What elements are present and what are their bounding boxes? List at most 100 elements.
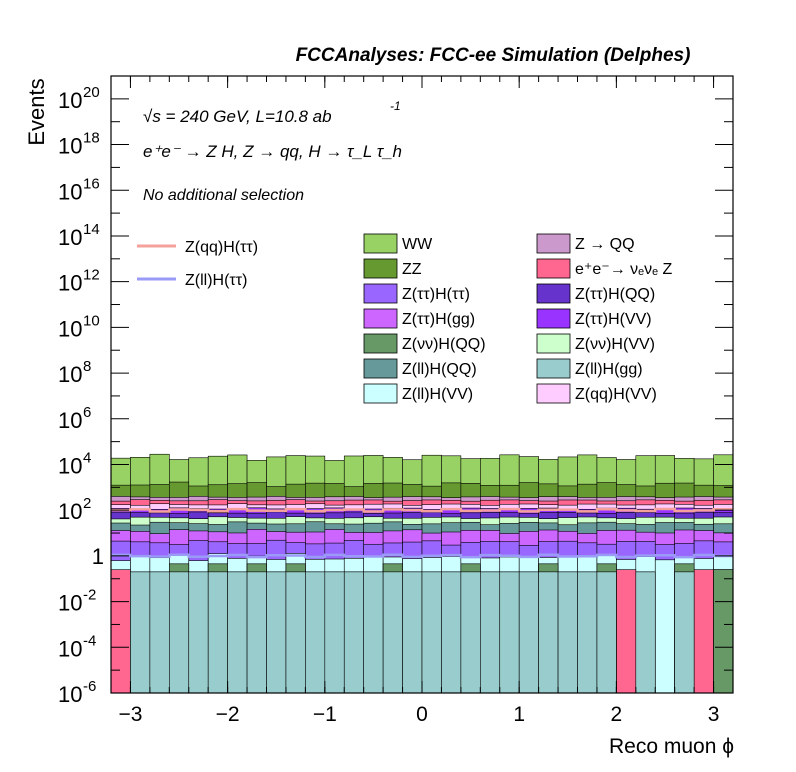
legend-swatch-3 [536, 258, 571, 279]
bar-z-ll-h-gg--bin-2 [149, 571, 170, 694]
y-tick-exponent: 14 [83, 221, 100, 238]
y-tick-exponent: 4 [83, 449, 91, 466]
legend-entry-10: Z(ll)H(QQ) [402, 361, 477, 378]
legend-swatch-5 [536, 283, 571, 304]
legend-swatch-6 [363, 308, 398, 329]
bar-z-ll-h-vv--bin-28 [654, 559, 675, 694]
bar-z-ll-h-gg--bin-10 [305, 571, 326, 694]
bar-z-ll-h-gg--bin-1 [130, 571, 151, 694]
legend-entry-7: Z(ττ)H(VV) [575, 311, 652, 328]
legend-signals: Z(qq)H(ττ) Z(ll)H(ττ) [137, 239, 258, 289]
bar-z-ll-h-gg--bin-21 [518, 571, 539, 694]
y-tick-exponent: 10 [83, 312, 100, 329]
y-tick-label: 10 [58, 179, 82, 204]
bar-z-ll-h-gg--bin-7 [246, 571, 267, 694]
x-tick-label: 3 [708, 703, 720, 726]
legend-swatch-11 [536, 358, 571, 379]
selection-annotation: No additional selection [143, 187, 304, 204]
y-tick-label: 10 [58, 682, 82, 707]
signal-line-1 [111, 553, 733, 559]
bar-z-ll-h-gg--bin-5 [207, 571, 228, 694]
y-tick-label: 10 [58, 88, 82, 113]
y-tick-label: 10 [58, 362, 82, 387]
y-tick-exponent: 8 [83, 358, 91, 375]
y-tick-label: 10 [58, 499, 82, 524]
signal-lines [111, 507, 733, 559]
y-tick-exponent: 12 [83, 267, 100, 284]
bar-z-ll-h-gg--bin-8 [266, 571, 287, 694]
y-tick-label: 10 [58, 408, 82, 433]
legend-swatch-10 [363, 358, 398, 379]
chart-title: FCCAnalyses: FCC-ee Simulation (Delphes) [296, 45, 691, 66]
bar-z-ll-h-gg--bin-22 [538, 571, 559, 694]
axis-ticks [110, 75, 734, 694]
legend-entry-12: Z(ll)H(VV) [402, 386, 473, 403]
y-tick-label: 1 [92, 544, 104, 569]
y-axis-label: Events [24, 78, 49, 145]
legend-entry-3: e⁺e⁻→ νₑνₑ Z [575, 261, 672, 278]
bar-z-ll-h-gg--bin-17 [441, 571, 462, 694]
bar-e-e-z-bin-26 [616, 569, 637, 694]
x-tick-label: 2 [611, 703, 623, 726]
legend-swatch-13 [536, 383, 571, 404]
bar-e-e-z-bin-30 [693, 569, 714, 694]
x-tick-label: 0 [416, 703, 428, 726]
legend-entry-2: ZZ [402, 261, 422, 278]
x-tick-labels: −3 −2 −1 0 1 2 3 [118, 703, 719, 726]
legend-swatch-9 [536, 333, 571, 354]
bar-z-h-qq--bin-31 [713, 569, 734, 694]
legend-swatch-1 [536, 233, 571, 254]
legend-entry-8: Z(νν)H(QQ) [402, 336, 486, 353]
legend-entry-0: WW [402, 236, 433, 253]
y-tick-exponent: 6 [83, 404, 91, 421]
legend-entry-13: Z(qq)H(VV) [575, 386, 657, 403]
y-tick-label: 10 [58, 271, 82, 296]
y-tick-exponent: -6 [83, 678, 96, 695]
signal-line-0 [111, 507, 733, 513]
bar-z-ll-h-gg--bin-15 [402, 571, 423, 694]
bar-z-ll-h-gg--bin-9 [285, 571, 306, 694]
legend-entry-6: Z(ττ)H(gg) [402, 311, 475, 328]
energy-lumi-annotation: √s = 240 GeV, L=10.8 ab -1 [143, 99, 401, 126]
histogram-bars [110, 453, 734, 694]
bar-z-ll-h-gg--bin-13 [363, 571, 384, 694]
legend-label-0: Z(qq)H(ττ) [185, 239, 258, 256]
bar-z-ll-h-gg--bin-29 [674, 571, 695, 694]
bar-z-ll-h-gg--bin-16 [421, 571, 442, 694]
x-tick-label: −2 [216, 703, 240, 726]
y-tick-exponent: 20 [83, 84, 100, 101]
legend-entry-5: Z(ττ)H(QQ) [575, 286, 655, 303]
y-tick-label: 10 [58, 453, 82, 478]
bar-z-ll-h-gg--bin-24 [577, 571, 598, 694]
bar-z-ll-h-gg--bin-18 [460, 571, 481, 694]
y-tick-exponent: 2 [83, 495, 91, 512]
bar-z-ll-h-gg--bin-11 [324, 571, 345, 694]
bar-z-ll-h-gg--bin-12 [343, 571, 364, 694]
legend-swatch-4 [363, 283, 398, 304]
legend-swatch-7 [536, 308, 571, 329]
y-tick-exponent: 18 [83, 130, 100, 147]
legend-swatch-8 [363, 333, 398, 354]
legend-swatch-2 [363, 258, 398, 279]
legend-entry-11: Z(ll)H(gg) [575, 361, 643, 378]
bar-z-ll-h-gg--bin-6 [227, 571, 248, 694]
bar-z-ll-h-gg--bin-27 [635, 571, 656, 694]
bar-z-ll-h-gg--bin-20 [499, 571, 520, 694]
y-tick-label: 10 [58, 316, 82, 341]
x-tick-label: 1 [513, 703, 525, 726]
y-tick-exponent: 16 [83, 175, 100, 192]
legend-swatch-12 [363, 383, 398, 404]
x-axis-label: Reco muon ϕ [609, 735, 734, 758]
y-tick-label: 10 [58, 134, 82, 159]
bar-z-ll-h-gg--bin-3 [169, 571, 190, 694]
y-tick-label: 10 [58, 591, 82, 616]
legend-entry-4: Z(ττ)H(ττ) [402, 286, 470, 303]
bar-z-ll-h-gg--bin-4 [188, 571, 209, 694]
legend-backgrounds: WW Z → QQ ZZ e⁺e⁻→ νₑνₑ Z Z(ττ)H(ττ) Z(ττ)H(Q… [363, 233, 672, 404]
y-tick-exponent: -2 [83, 587, 96, 604]
y-tick-label: 10 [58, 225, 82, 250]
process-annotation: e⁺e⁻ → Z H, Z → qq, H → τ_L τ_h [143, 142, 402, 161]
x-tick-label: −3 [118, 703, 142, 726]
